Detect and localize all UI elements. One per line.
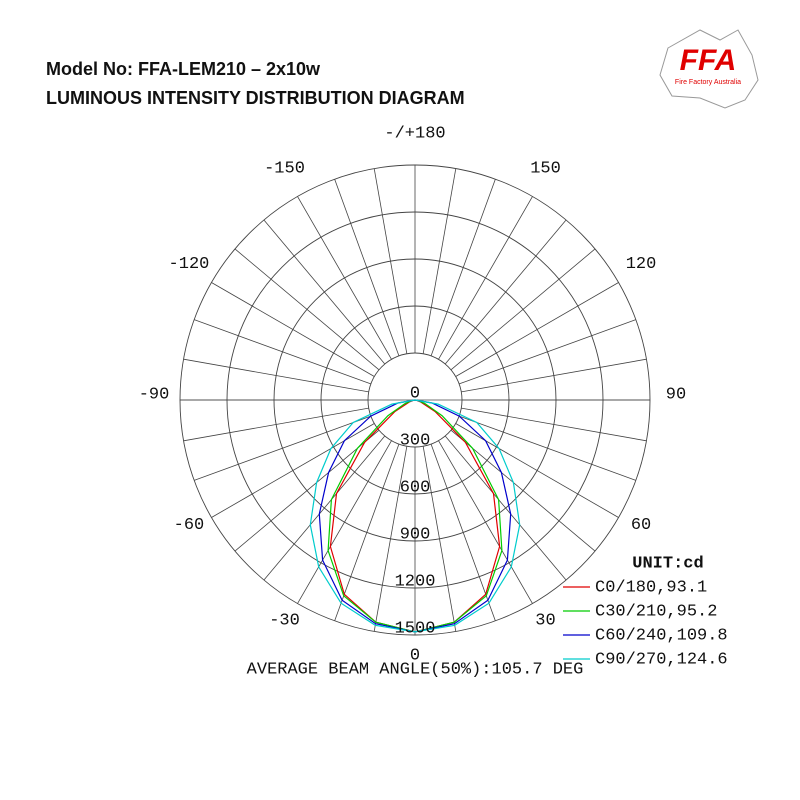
r-tick-label: 300 xyxy=(400,431,431,450)
angle-tick-label: 120 xyxy=(626,255,657,274)
angle-tick-label: -150 xyxy=(264,159,305,178)
legend-label: C0/180,93.1 xyxy=(595,578,707,597)
legend-label: C30/210,95.2 xyxy=(595,602,717,621)
logo-map xyxy=(659,29,759,109)
angle-tick-label: -60 xyxy=(174,516,205,535)
angle-tick-label: 90 xyxy=(666,385,686,404)
angle-tick-label: 30 xyxy=(535,612,555,631)
angle-tick-label: 60 xyxy=(631,516,651,535)
r-tick-label: 1500 xyxy=(395,619,436,638)
angle-tick-label: 150 xyxy=(530,159,561,178)
subtitle: LUMINOUS INTENSITY DISTRIBUTION DIAGRAM xyxy=(46,88,465,108)
grid-circle xyxy=(226,211,604,589)
logo: FFA xyxy=(680,44,737,77)
series-line xyxy=(309,399,521,633)
grid-circle xyxy=(367,352,463,448)
legend-label: C90/270,124.6 xyxy=(595,650,728,669)
r-tick-label: 1200 xyxy=(395,572,436,591)
grid-circle xyxy=(273,258,557,542)
footer: AVERAGE BEAM ANGLE(50%):105.7 DEG xyxy=(247,660,584,679)
logo-caption: Fire Factory Australia xyxy=(675,79,741,86)
grid-circle xyxy=(179,164,651,636)
r-tick-label: 600 xyxy=(400,478,431,497)
r-tick-label: 0 xyxy=(410,384,420,403)
angle-tick-label: -120 xyxy=(169,255,210,274)
grid-circle xyxy=(320,305,510,495)
angle-tick-label: -90 xyxy=(139,385,170,404)
legend-label: C60/240,109.8 xyxy=(595,626,728,645)
title: Model No: FFA-LEM210 – 2x10w xyxy=(46,59,321,79)
angle-tick-label: -/+180 xyxy=(384,124,445,143)
unit-label: UNIT:cd xyxy=(632,554,703,573)
angle-tick-label: 0 xyxy=(410,646,420,665)
angle-tick-label: -30 xyxy=(269,612,300,631)
r-tick-label: 900 xyxy=(400,525,431,544)
